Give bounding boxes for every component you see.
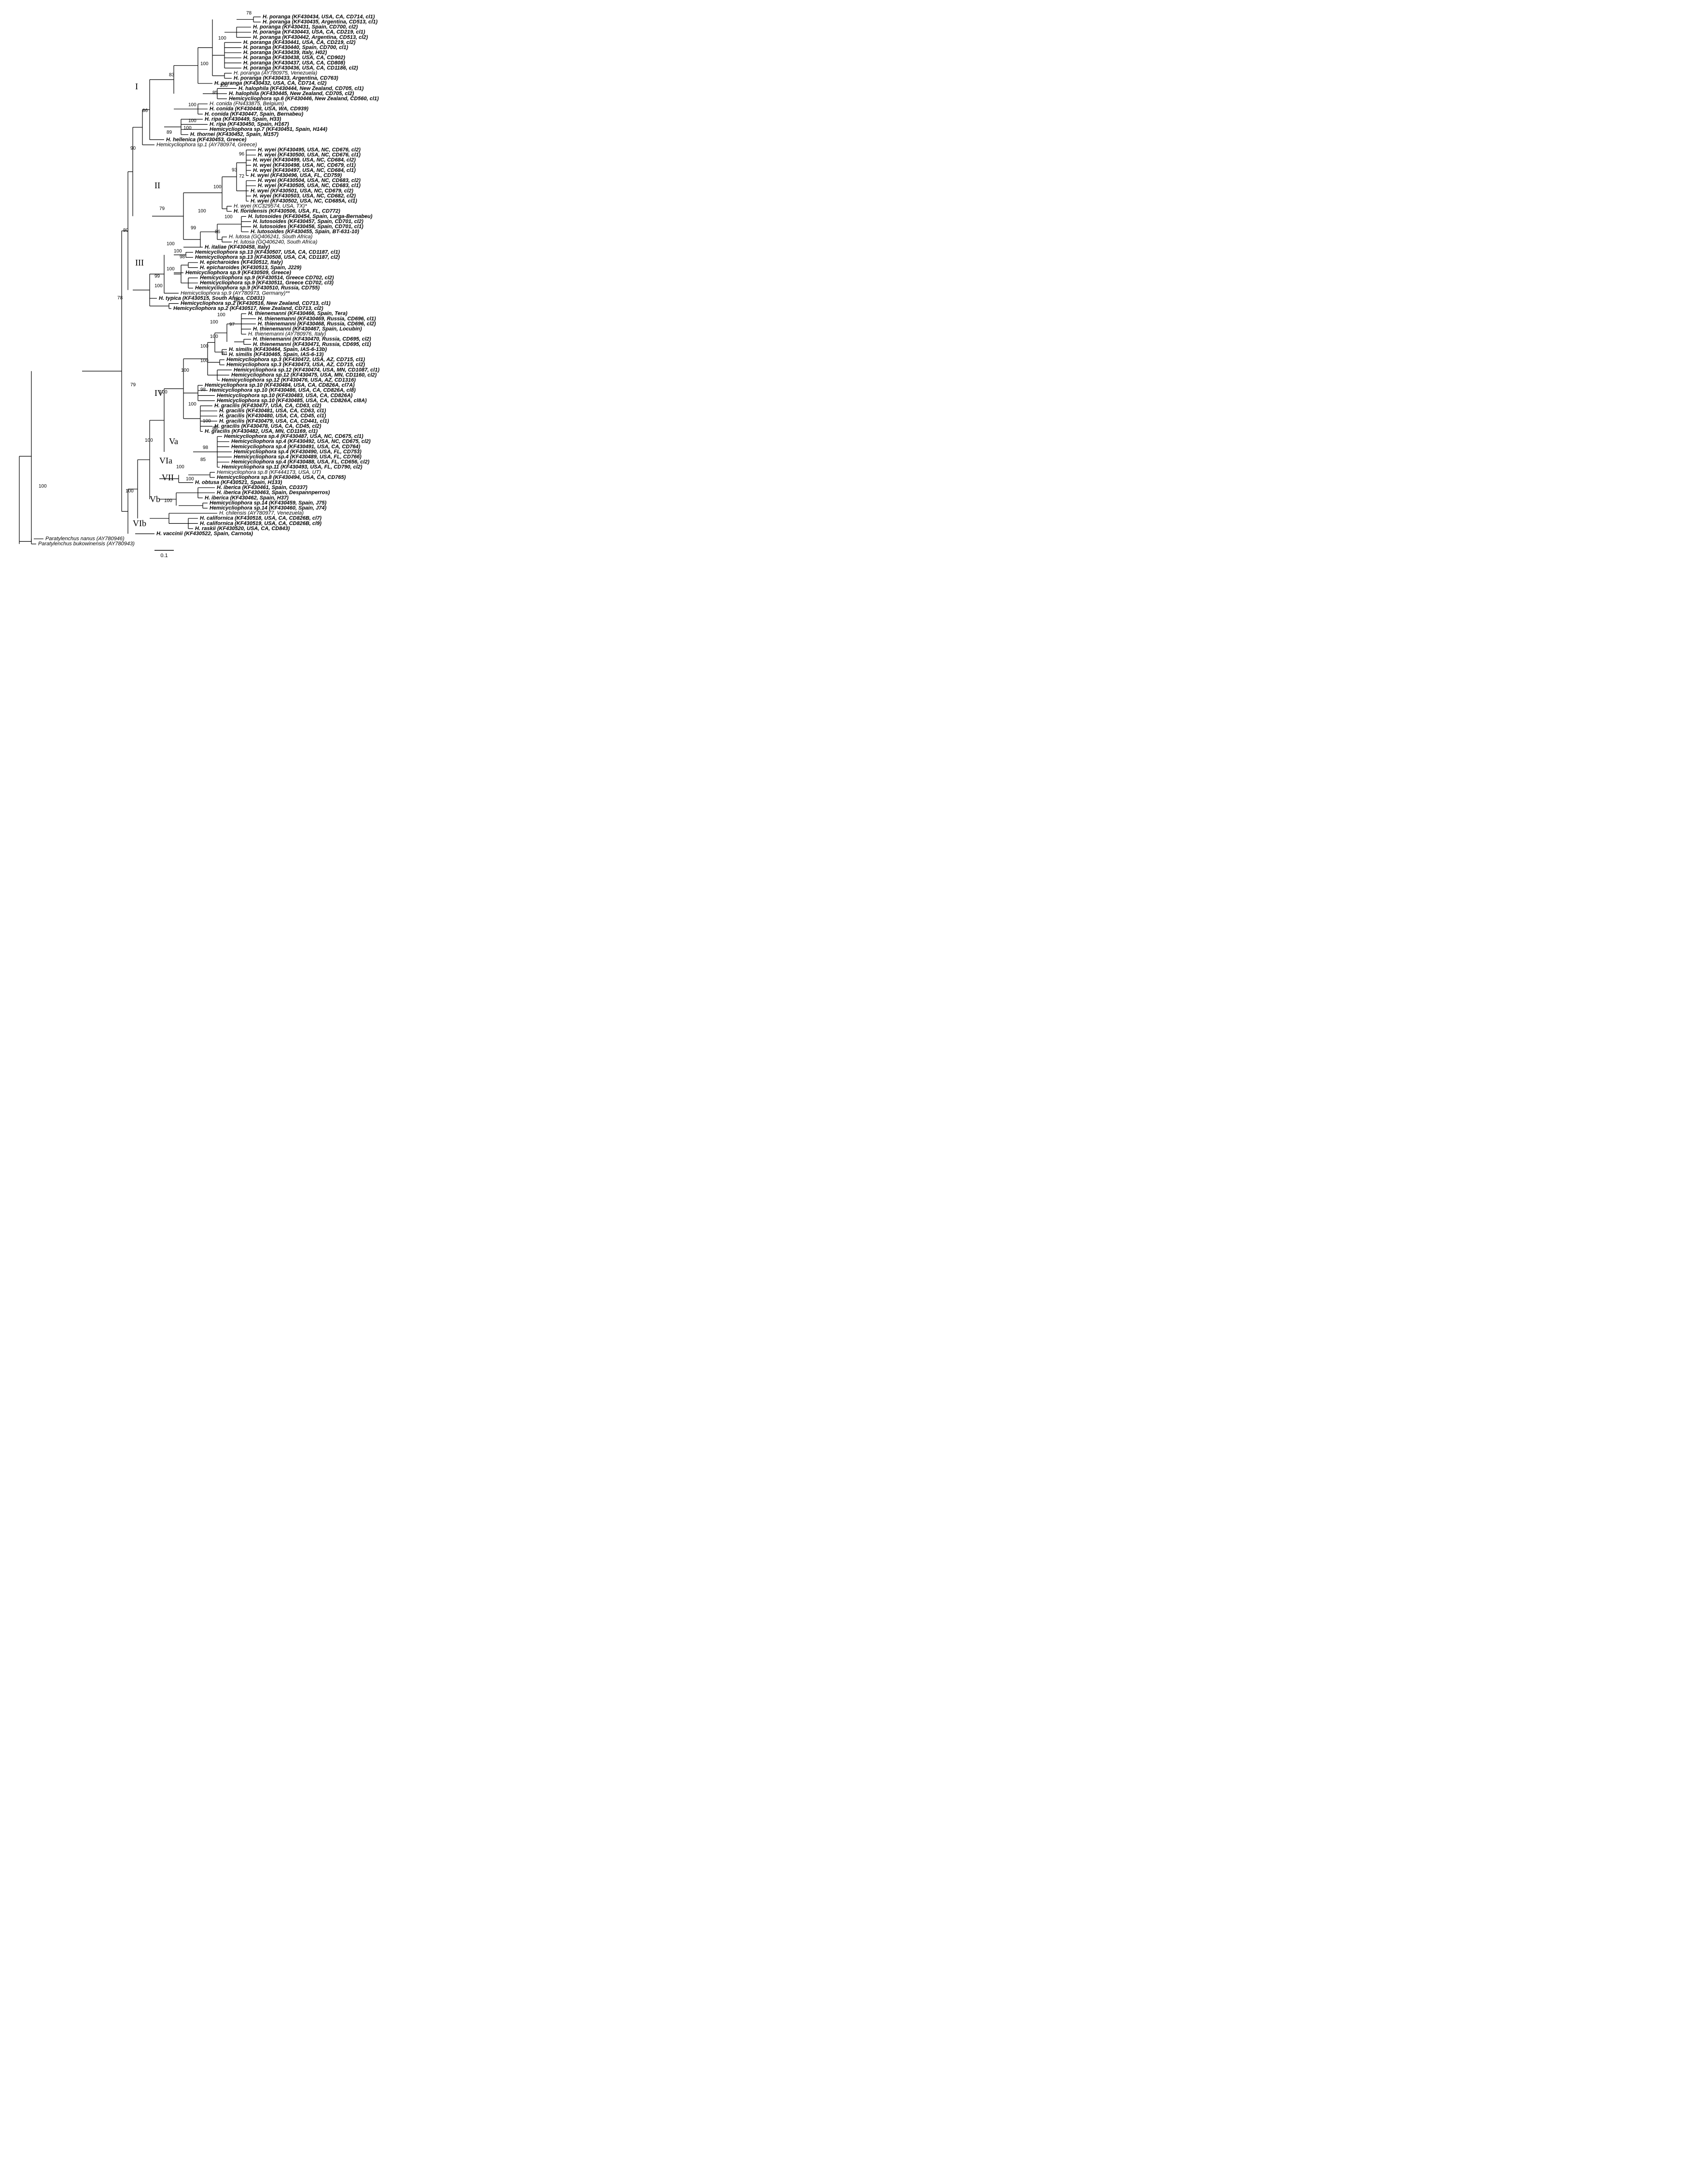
support-value: 100 — [217, 312, 225, 318]
support-value: 100 — [218, 36, 226, 41]
support-value: 100 — [188, 102, 196, 108]
support-value: 100 — [203, 419, 211, 424]
support-value: 90 — [130, 146, 136, 151]
taxon-label: Paratylenchus bukowinensis (AY780943) — [38, 541, 135, 547]
support-value: 100 — [188, 118, 196, 124]
clade-label: I — [135, 82, 138, 91]
scale-label: 0.1 — [160, 553, 168, 559]
support-value: 83 — [169, 72, 175, 78]
clade-label: VIa — [159, 456, 172, 465]
clade-label: III — [135, 258, 144, 267]
support-value: 100 — [200, 61, 209, 67]
support-value: 100 — [181, 368, 189, 373]
support-value: 100 — [167, 266, 175, 272]
support-value: 100 — [174, 249, 182, 254]
support-value: 100 — [198, 209, 206, 214]
support-value: 100 — [210, 334, 218, 339]
clade-label: IV — [154, 388, 164, 398]
support-value: 97 — [229, 322, 235, 327]
support-value: 100 — [200, 358, 209, 364]
support-value: 100 — [167, 241, 175, 247]
taxon-label: H. vaccinii (KF430522, Spain, Carnota) — [156, 531, 253, 537]
support-value: 100 — [183, 126, 192, 131]
support-value: 85 — [212, 90, 218, 96]
support-value: 99 — [191, 225, 196, 231]
support-value: 98 — [180, 254, 185, 260]
support-value: 100 — [200, 344, 209, 349]
support-value: 79 — [159, 206, 165, 211]
support-value: 100 — [164, 498, 172, 504]
support-value: 100 — [186, 476, 194, 482]
taxon-label: Hemicycliophora sp.1 (AY780974, Greece) — [156, 142, 257, 148]
support-value: 85 — [200, 457, 206, 462]
support-value: 100 — [210, 320, 218, 325]
support-value: 86 — [215, 229, 221, 235]
support-value: 89 — [167, 130, 172, 135]
support-value: 96 — [239, 152, 245, 157]
support-value: 100 — [126, 489, 134, 494]
support-value: 80 — [123, 228, 129, 233]
support-value: 79 — [130, 382, 136, 388]
support-value: 78 — [117, 295, 123, 301]
support-value: 100 — [188, 402, 196, 407]
clade-label: VII — [162, 473, 174, 482]
support-value: 72 — [239, 174, 245, 179]
clade-label: VIb — [133, 518, 146, 528]
support-value: 99 — [154, 274, 160, 279]
clade-label: II — [154, 181, 160, 190]
support-value: 100 — [213, 184, 222, 190]
support-value: 78 — [246, 11, 252, 16]
support-value: 86 — [142, 108, 148, 113]
support-value: 100 — [154, 283, 163, 289]
support-value: 100 — [176, 464, 184, 470]
support-value: 100 — [224, 214, 233, 220]
clade-label: Vb — [150, 494, 160, 504]
support-value: 93 — [232, 168, 238, 173]
support-value: 98 — [203, 445, 209, 450]
support-value: 81 — [222, 351, 228, 356]
clade-label: Va — [169, 436, 178, 446]
support-value: 100 — [145, 438, 153, 443]
phylogenetic-tree: 7810010083100851008610010089909693721007… — [10, 10, 444, 565]
support-value: 100 — [39, 484, 47, 489]
